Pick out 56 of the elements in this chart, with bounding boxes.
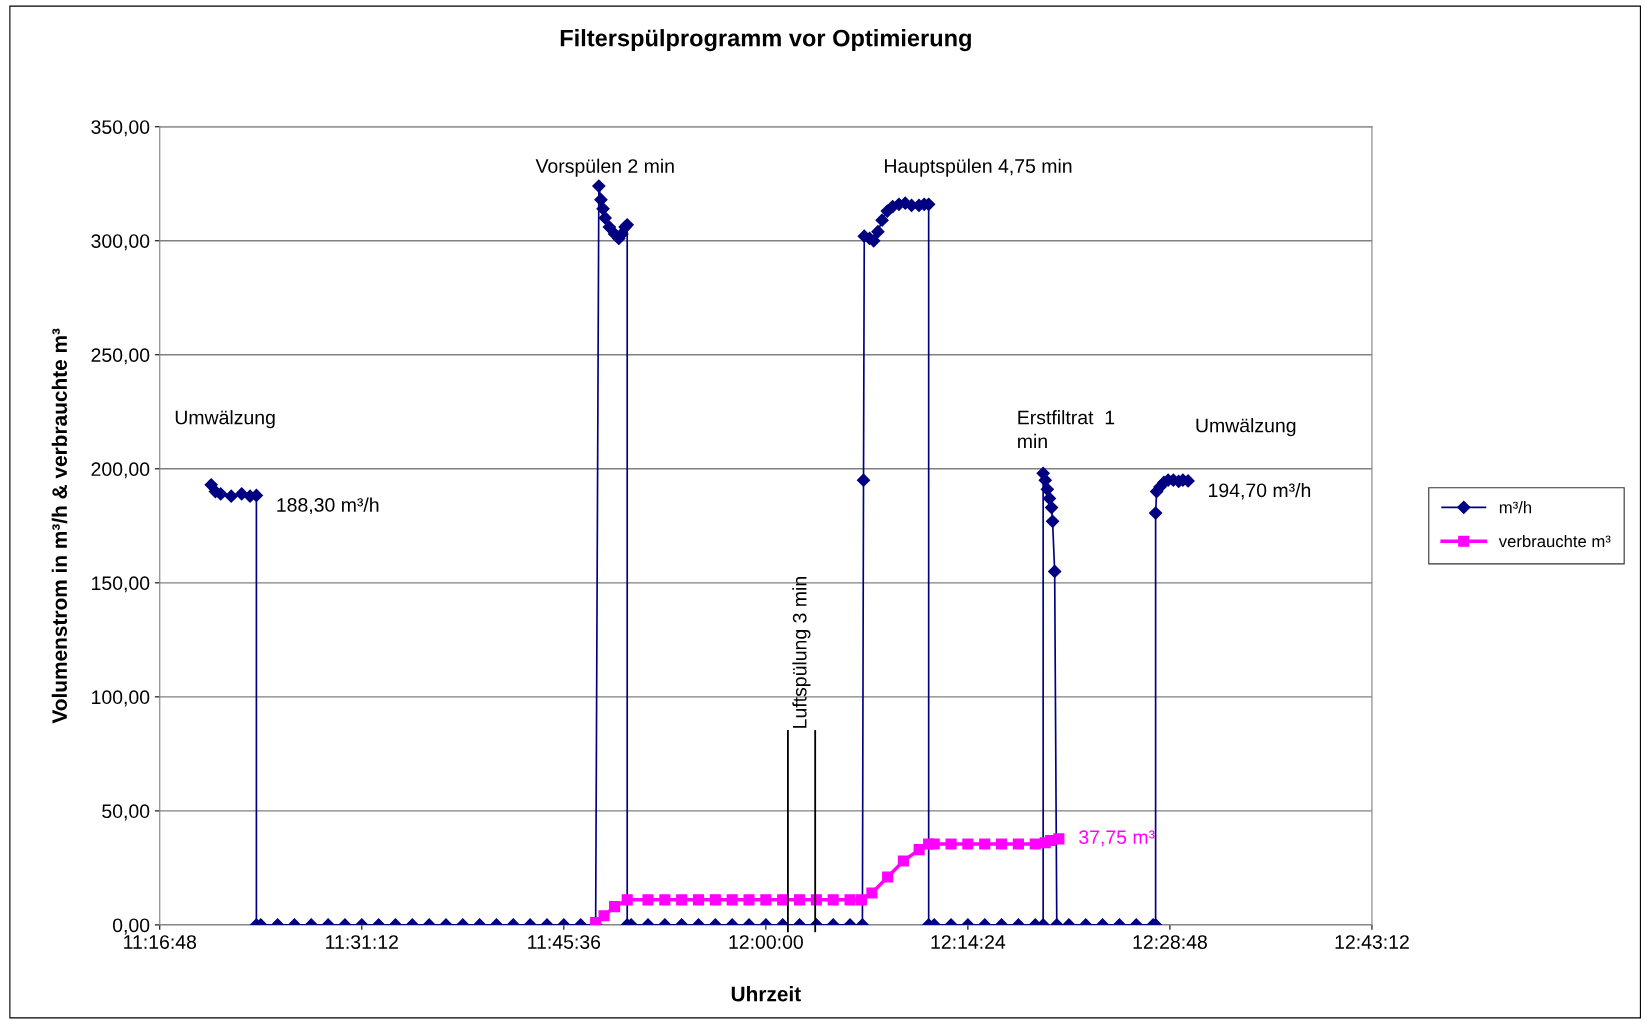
y-axis-title: Volumenstrom in m³/h & verbrauchte m³ — [51, 328, 68, 724]
x-tick-label: 11:45:36 — [528, 935, 601, 949]
point — [777, 894, 789, 906]
ref-line-label: Luftspülung 3 min — [792, 577, 811, 728]
y-tick-label: 100,00 — [92, 690, 150, 707]
point — [609, 901, 621, 913]
point — [855, 894, 868, 906]
x-tick-label: 11:16:48 — [124, 935, 197, 949]
annotation: 37,75 m³ — [1079, 830, 1155, 847]
point — [692, 894, 705, 906]
point — [866, 887, 878, 899]
y-tick-label: 50,00 — [102, 804, 150, 821]
y-tick-label: 250,00 — [91, 348, 150, 365]
point — [827, 894, 839, 906]
point — [928, 838, 940, 850]
point — [897, 855, 909, 867]
point — [642, 894, 654, 906]
point — [743, 894, 755, 906]
x-tick-label: 12:43:12 — [1335, 935, 1409, 949]
y-tick-label: 350,00 — [91, 120, 150, 137]
x-axis-title: Uhrzeit — [731, 986, 801, 1002]
point — [882, 871, 894, 883]
y-tick-label: 0,00 — [112, 918, 150, 935]
annotation: Hauptspülen 4,75 min — [885, 158, 1072, 177]
annotation: 188,30 m³/h — [277, 497, 379, 515]
annotation: Vorspülen 2 min — [535, 158, 674, 177]
x-tick-label: 11:31:12 — [326, 935, 398, 949]
legend-label: m³/h — [1499, 501, 1532, 514]
point — [621, 894, 633, 906]
point — [1029, 838, 1041, 850]
point — [709, 894, 721, 906]
annotation: Umwälzung — [1196, 418, 1296, 437]
point — [598, 910, 610, 922]
annotation: 194,70 m³/h — [1209, 482, 1311, 500]
annotation: Umwälzung — [175, 410, 275, 429]
x-tick-label: 12:14:24 — [931, 935, 1006, 949]
point — [979, 838, 991, 850]
y-tick-label: 150,00 — [92, 576, 150, 593]
point — [962, 838, 974, 850]
annotation: Erstfiltrat 1 min — [1018, 410, 1115, 448]
y-tick-label: 300,00 — [91, 234, 150, 251]
point — [1053, 833, 1065, 845]
point — [1012, 838, 1024, 850]
y-tick-label: 200,00 — [91, 462, 150, 479]
point — [945, 838, 957, 850]
point — [793, 894, 806, 906]
x-tick-label: 12:00:00 — [729, 935, 803, 949]
point — [676, 894, 688, 906]
point — [844, 894, 856, 906]
point — [726, 894, 738, 906]
chart-title: Filterspülprogramm vor Optimierung — [560, 29, 971, 52]
point — [996, 838, 1008, 850]
point — [659, 894, 671, 906]
legend-label: verbrauchte m³ — [1498, 534, 1611, 548]
x-tick-label: 12:28:48 — [1133, 935, 1207, 949]
point — [760, 894, 772, 906]
